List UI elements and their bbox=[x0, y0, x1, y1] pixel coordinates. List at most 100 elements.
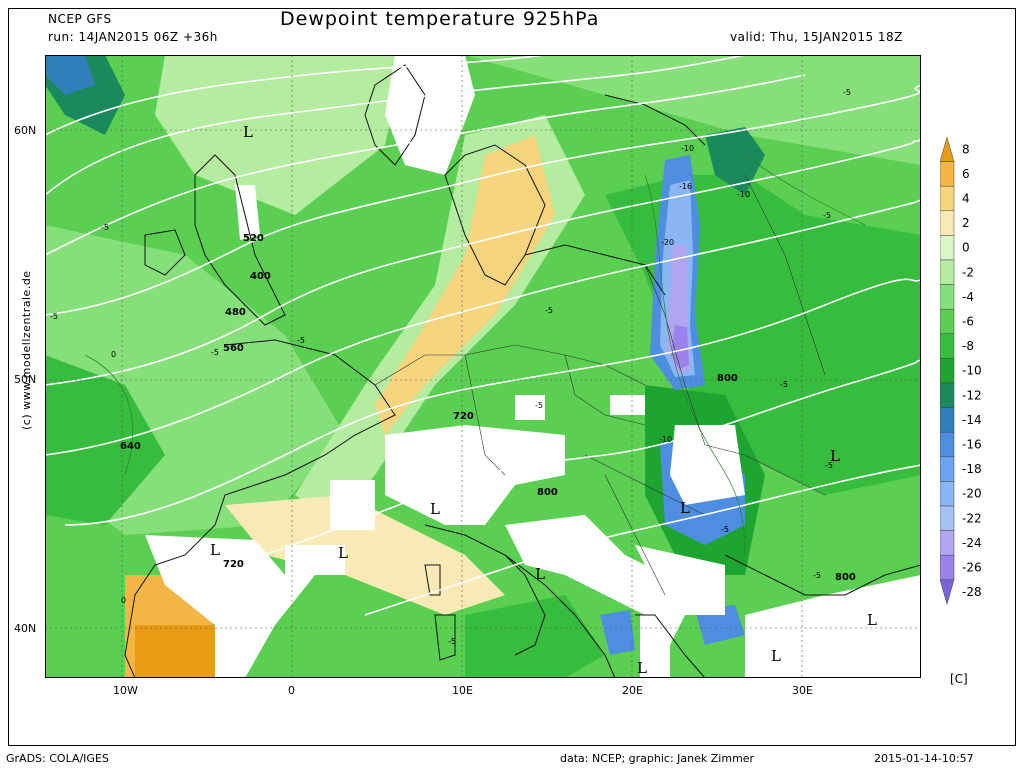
run-info: run: 14JAN2015 06Z +36h bbox=[48, 30, 218, 44]
dewpoint-contours bbox=[84, 154, 866, 556]
footer-software: GrADS: COLA/IGES bbox=[6, 752, 109, 765]
graticule bbox=[45, 55, 921, 678]
colorbar-segment bbox=[940, 456, 955, 482]
colorbar-label: -12 bbox=[962, 388, 982, 402]
valid-time: valid: Thu, 15JAN2015 18Z bbox=[730, 30, 903, 44]
lon-label-10e: 10E bbox=[452, 684, 473, 697]
colorbar-segment bbox=[940, 358, 955, 384]
td-label: -5 bbox=[101, 223, 109, 232]
region-north-sea bbox=[155, 55, 405, 215]
region-iberia-warm bbox=[225, 495, 505, 615]
colorbar-label: -16 bbox=[962, 438, 982, 452]
gp-label: 480 bbox=[225, 307, 246, 318]
side-credit: (c) www.modellzentrale.de bbox=[20, 270, 33, 430]
region-west-atlantic bbox=[45, 355, 165, 525]
lon-label-30e: 30E bbox=[792, 684, 813, 697]
colorbar-label: -2 bbox=[962, 265, 974, 279]
colorbar-label: -14 bbox=[962, 413, 982, 427]
colorbar-segment bbox=[940, 481, 955, 507]
colorbar-segment bbox=[940, 505, 955, 531]
colorbar-segment bbox=[940, 554, 955, 581]
colorbar-segment bbox=[940, 530, 955, 556]
low-marker: L bbox=[535, 565, 545, 583]
low-marker: L bbox=[680, 499, 690, 517]
colorbar-label: -4 bbox=[962, 290, 974, 304]
td-label: -5 bbox=[825, 461, 833, 470]
gp-label: 800 bbox=[717, 373, 738, 384]
low-marker: L bbox=[867, 611, 877, 629]
colorbar-segment bbox=[940, 136, 955, 162]
gp-label: 800 bbox=[835, 572, 856, 583]
colorbar-label: -26 bbox=[962, 561, 982, 575]
td-label: -10 bbox=[737, 190, 750, 199]
gp-label: 800 bbox=[537, 487, 558, 498]
colorbar-segment bbox=[940, 431, 955, 458]
dry-tongue-min bbox=[671, 325, 689, 369]
coastlines bbox=[124, 64, 921, 678]
colorbar-segment bbox=[940, 284, 955, 310]
td-label: -5 bbox=[448, 637, 456, 646]
colorbar-segment bbox=[940, 161, 955, 187]
gp-label: 560 bbox=[223, 343, 244, 354]
td-label: 0 bbox=[111, 350, 116, 359]
terrain-mask bbox=[145, 55, 921, 678]
td-label: -10 bbox=[681, 144, 694, 153]
lat-label-50n: 50N bbox=[14, 373, 37, 386]
lat-label-60n: 60N bbox=[14, 124, 37, 137]
colorbar-segment bbox=[940, 210, 955, 236]
td-label: -5 bbox=[50, 312, 58, 321]
region-baltic-dry bbox=[705, 127, 765, 195]
region-portugal-hot bbox=[135, 625, 215, 678]
colorbar-label: 2 bbox=[962, 216, 970, 230]
colorbar-label: 6 bbox=[962, 167, 970, 181]
colorbar-segment bbox=[940, 308, 955, 335]
td-label: -16 bbox=[679, 182, 692, 191]
td-label: -5 bbox=[721, 525, 729, 534]
colorbar-label: -10 bbox=[962, 364, 982, 378]
region-nw-very-dry bbox=[45, 55, 95, 95]
region-north bbox=[45, 55, 921, 165]
colorbar-label: -20 bbox=[962, 487, 982, 501]
gp-label: 640 bbox=[120, 441, 141, 452]
low-markers: L L L L L L L L L L bbox=[210, 123, 877, 677]
gp-label: 400 bbox=[250, 271, 271, 282]
dewpoint-map: 520 400 480 560 640 720 720 800 800 800 … bbox=[45, 55, 921, 678]
low-marker: L bbox=[430, 500, 440, 518]
map-border bbox=[45, 55, 921, 678]
map-title: Dewpoint temperature 925hPa bbox=[280, 8, 600, 30]
td-label: -10 bbox=[659, 435, 672, 444]
low-marker: L bbox=[338, 544, 348, 562]
region-italy-south bbox=[465, 595, 605, 678]
td-label: -5 bbox=[297, 336, 305, 345]
model-name: NCEP GFS bbox=[48, 12, 112, 26]
low-marker: L bbox=[637, 659, 647, 677]
colorbar-label: -8 bbox=[962, 339, 974, 353]
colorbar-segment bbox=[940, 407, 955, 433]
geopotential-labels: 520 400 480 560 640 720 720 800 800 800 bbox=[120, 233, 856, 583]
footer-timestamp: 2015-01-14-10:57 bbox=[874, 752, 974, 765]
lon-label-20e: 20E bbox=[622, 684, 643, 697]
colorbar-segment bbox=[940, 579, 955, 606]
geopotential-contours bbox=[45, 55, 921, 616]
td-label: -5 bbox=[545, 306, 553, 315]
colorbar-label: -24 bbox=[962, 536, 982, 550]
gp-label: 720 bbox=[223, 559, 244, 570]
colorbar-segment bbox=[940, 333, 955, 359]
low-marker: L bbox=[771, 647, 781, 665]
region-warm-strip bbox=[375, 135, 555, 435]
td-label: -5 bbox=[813, 571, 821, 580]
low-marker: L bbox=[210, 541, 220, 559]
td-label: -5 bbox=[823, 211, 831, 220]
lat-label-40n: 40N bbox=[14, 622, 37, 635]
low-marker: L bbox=[830, 447, 840, 465]
gp-label: 720 bbox=[453, 411, 474, 422]
colorbar-label: -18 bbox=[962, 462, 982, 476]
plot-frame bbox=[8, 8, 1016, 746]
gp-label: 520 bbox=[243, 233, 264, 244]
td-label: -20 bbox=[661, 238, 674, 247]
td-label: -5 bbox=[780, 380, 788, 389]
dewpoint-labels: -5 -5 -5 -5 -5 -5 -5 -5 -5 -5 -5 -5 -5 -… bbox=[50, 88, 851, 646]
dry-patch-balkans bbox=[600, 610, 635, 655]
td-label: -5 bbox=[535, 401, 543, 410]
colorbar-label: -22 bbox=[962, 511, 982, 525]
